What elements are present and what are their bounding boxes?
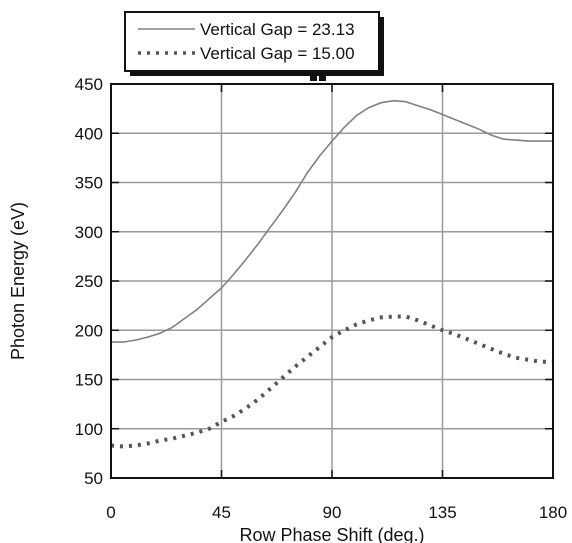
series-layer [110,99,553,449]
legend-box [124,11,380,72]
legend-connector-right [319,71,326,81]
x-tick-label: 0 [106,503,115,522]
y-tick-label: 350 [75,174,103,193]
tick-labels: 50 100 150 200 250 300 350 400 450 0 45 90 135 180 [75,75,568,522]
y-tick-label: 200 [75,321,103,340]
x-tick-label: 90 [323,503,342,522]
series-line-2 [110,314,553,449]
legend-entry-1: Vertical Gap = 23.13 [200,20,355,39]
y-tick-label: 250 [75,272,103,291]
legend-entry-2: Vertical Gap = 15.00 [200,44,355,63]
legend: Vertical Gap = 23.13 Vertical Gap = 15.0… [124,11,384,76]
y-tick-label: 150 [75,371,103,390]
y-tick-label: 450 [75,75,103,94]
x-tick-label: 45 [212,503,231,522]
y-tick-label: 50 [84,469,103,488]
plot-frame [110,83,554,479]
x-tick-label: 135 [428,503,456,522]
series-line-1 [111,99,553,343]
y-tick-label: 100 [75,420,103,439]
legend-connector-left [310,71,317,81]
x-tick-label: 180 [539,503,567,522]
y-axis-title: Photon Energy (eV) [8,202,28,360]
x-axis-title: Row Phase Shift (deg.) [239,525,424,543]
grid [110,83,554,479]
y-tick-label: 400 [75,124,103,143]
y-tick-label: 300 [75,223,103,242]
